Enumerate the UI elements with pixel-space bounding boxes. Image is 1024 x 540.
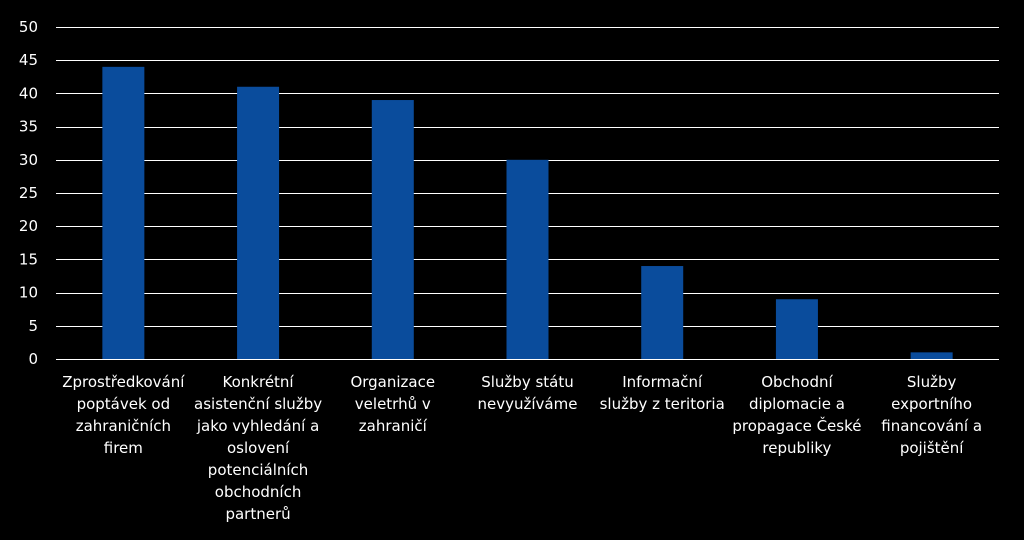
y-tick-label: 25 <box>19 184 38 202</box>
bar <box>506 159 549 359</box>
y-tick-label: 10 <box>19 284 38 302</box>
y-tick-label: 45 <box>19 51 38 69</box>
bar <box>102 66 145 359</box>
y-tick-label: 0 <box>28 350 38 368</box>
y-tick-label: 40 <box>19 84 38 102</box>
y-tick-label: 20 <box>19 217 38 235</box>
y-tick-label: 5 <box>28 317 38 335</box>
y-tick-label: 15 <box>19 250 38 268</box>
x-category-label: Zprostředkování poptávek od zahraničních… <box>62 373 185 457</box>
x-category-label: Služby státu nevyužíváme <box>477 373 578 413</box>
y-tick-label: 35 <box>19 118 38 136</box>
y-axis-ticks: 0 5 10 15 20 25 30 35 40 45 50 <box>19 18 38 368</box>
x-category-label: Informační služby z teritoria <box>599 373 725 413</box>
y-tick-label: 30 <box>19 151 38 169</box>
x-category-label: Obchodní diplomacie a propagace České re… <box>732 373 862 457</box>
bars <box>102 66 953 359</box>
x-category-label: Služby exportního financování a pojištěn… <box>881 373 983 457</box>
bar <box>910 352 953 359</box>
bar <box>641 266 684 359</box>
bar <box>371 100 414 359</box>
bar <box>775 299 818 359</box>
x-category-label: Organizace veletrhů v zahraničí <box>350 373 436 435</box>
x-category-label: Konkrétní asistenční služby jako vyhledá… <box>194 373 323 523</box>
y-tick-label: 50 <box>19 18 38 36</box>
bar <box>237 86 280 359</box>
